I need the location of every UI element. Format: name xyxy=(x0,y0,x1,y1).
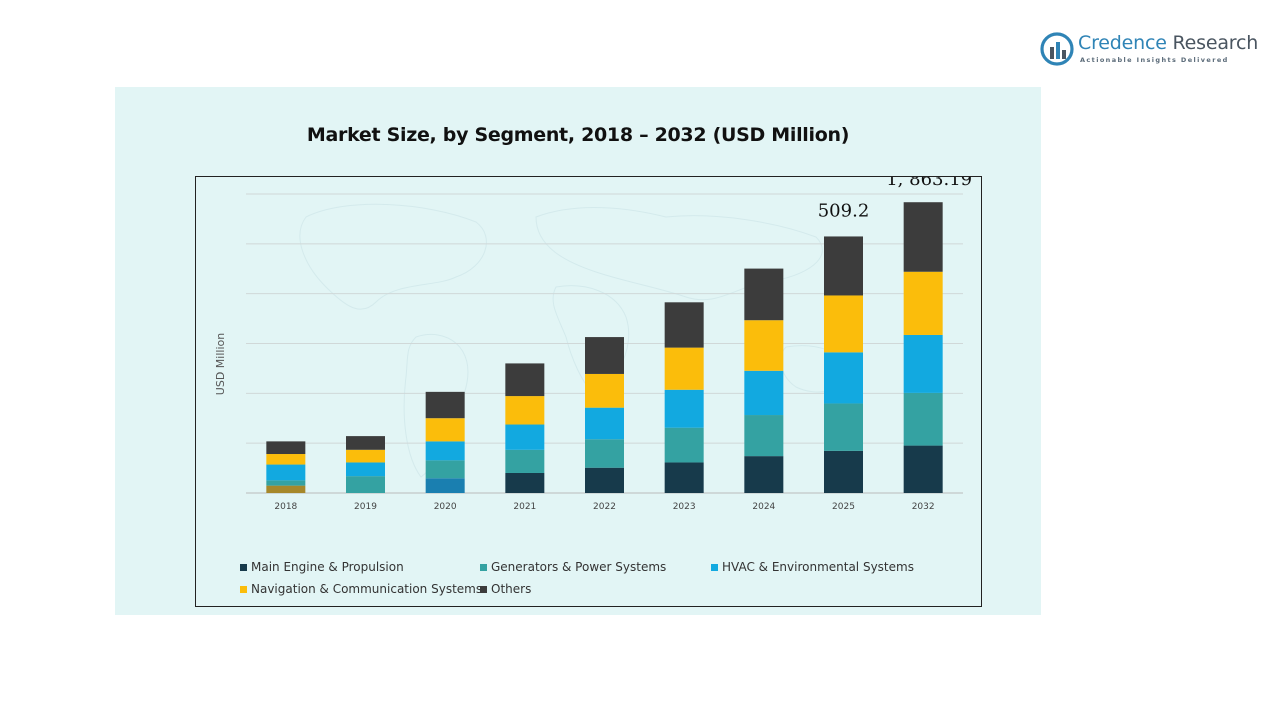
bar-segment-2021-hvac-environmental-systems xyxy=(505,424,545,450)
legend-item-navigation-communication-systems: Navigation & Communication Systems xyxy=(240,582,482,596)
bar-segment-2024-hvac-environmental-systems xyxy=(744,370,784,416)
x-tick-label: 2021 xyxy=(513,502,536,512)
bar-segment-2025-generators-power-systems xyxy=(824,403,863,451)
credence-logo-icon xyxy=(1040,32,1074,66)
brand-name-first: Credence xyxy=(1078,32,1167,54)
legend-label: Navigation & Communication Systems xyxy=(251,582,483,596)
x-tick-label: 2032 xyxy=(912,502,935,512)
x-tick-label: 2022 xyxy=(593,502,616,512)
bar-segment-2018-others xyxy=(266,441,306,455)
bar-segment-2023-generators-power-systems xyxy=(664,427,704,463)
bar-segment-2019-generators-power-systems xyxy=(346,476,385,493)
bar-segment-2024-others xyxy=(744,268,784,321)
bar-series xyxy=(266,202,943,493)
x-tick-label: 2023 xyxy=(673,502,696,512)
legend-label: HVAC & Environmental Systems xyxy=(722,560,914,574)
bar-segment-2032-hvac-environmental-systems xyxy=(903,334,943,393)
bar-segment-2025-navigation-communication-systems xyxy=(824,295,863,353)
x-tick-label: 2018 xyxy=(274,502,297,512)
legend-swatch xyxy=(240,563,247,571)
bar-segment-2023-main-engine-propulsion xyxy=(664,462,704,493)
bar-segment-2032-main-engine-propulsion xyxy=(903,445,943,493)
bar-segment-2023-navigation-communication-systems xyxy=(664,347,704,390)
chart-title: Market Size, by Segment, 2018 – 2032 (US… xyxy=(306,124,850,146)
bar-segment-2025-main-engine-propulsion xyxy=(824,450,863,493)
bar-segment-2032-generators-power-systems xyxy=(903,392,943,446)
bar-segment-2022-navigation-communication-systems xyxy=(585,373,624,408)
bar-segment-2019-hvac-environmental-systems xyxy=(346,462,385,477)
value-annotations: 509.2 1, 863.19 xyxy=(818,177,972,221)
y-axis-label: USD Million xyxy=(214,333,227,395)
brand-name-second: Research xyxy=(1166,32,1259,54)
bar-segment-2020-others xyxy=(425,391,465,419)
legend-item-others: Others xyxy=(480,582,531,596)
bar-segment-2025-hvac-environmental-systems xyxy=(824,352,863,404)
bar-segment-2022-main-engine-propulsion xyxy=(585,467,624,493)
legend-swatch xyxy=(480,585,487,593)
x-tick-label: 2019 xyxy=(354,502,377,512)
chart-panel: Market Size, by Segment, 2018 – 2032 (US… xyxy=(115,87,1041,615)
bar-segment-2018-navigation-communication-systems xyxy=(266,454,306,465)
bar-segment-2024-main-engine-propulsion xyxy=(744,456,784,493)
bar-segment-2032-others xyxy=(903,202,943,272)
bar-segment-2025-others xyxy=(824,236,863,296)
legend-swatch xyxy=(711,563,718,571)
x-tick-labels: 2018 2019 2020 2021 2022 2023 2024 2025 2032 xyxy=(274,502,934,512)
bar-segment-2023-others xyxy=(664,302,704,348)
legend-item-generators-power-systems: Generators & Power Systems xyxy=(480,560,666,574)
brand-tagline: Actionable Insights Delivered xyxy=(1080,56,1229,64)
bar-segment-2020-hvac-environmental-systems xyxy=(425,441,465,461)
bar-segment-2021-generators-power-systems xyxy=(505,449,545,473)
x-tick-label: 2020 xyxy=(434,502,457,512)
bar-segment-2019-others xyxy=(346,436,385,450)
legend-label: Others xyxy=(491,582,532,596)
bar-segment-2020-generators-power-systems xyxy=(425,460,465,479)
bar-segment-2022-hvac-environmental-systems xyxy=(585,407,624,440)
bar-segment-2021-main-engine-propulsion xyxy=(505,472,545,493)
brand-logo: Credence Research Actionable Insights De… xyxy=(1040,30,1258,70)
bar-segment-2018-main-engine-propulsion xyxy=(266,485,306,493)
bar-segment-2018-generators-power-systems xyxy=(266,480,306,486)
bar-segment-2022-others xyxy=(585,337,624,374)
value-annotation-2025: 509.2 xyxy=(818,200,870,221)
bar-segment-2024-navigation-communication-systems xyxy=(744,320,784,371)
bar-segment-2023-hvac-environmental-systems xyxy=(664,389,704,428)
legend-label: Main Engine & Propulsion xyxy=(251,560,404,574)
legend-item-main-engine-propulsion: Main Engine & Propulsion xyxy=(240,560,404,574)
bar-segment-2022-generators-power-systems xyxy=(585,439,624,468)
bar-chart: 2018 2019 2020 2021 2022 2023 2024 2025 2032 509… xyxy=(214,177,972,512)
bar-segment-2020-main-engine-propulsion xyxy=(425,478,465,493)
chart-frame: 2018 2019 2020 2021 2022 2023 2024 2025 2032 509… xyxy=(195,176,982,607)
bar-segment-2032-navigation-communication-systems xyxy=(903,271,943,335)
value-annotation-2032: 1, 863.19 xyxy=(886,177,972,190)
legend-label: Generators & Power Systems xyxy=(491,560,667,574)
bar-segment-2021-others xyxy=(505,363,545,397)
x-tick-label: 2025 xyxy=(832,502,855,512)
legend-swatch xyxy=(240,585,247,593)
bar-segment-2019-navigation-communication-systems xyxy=(346,449,385,463)
bar-segment-2020-navigation-communication-systems xyxy=(425,418,465,442)
bar-segment-2024-generators-power-systems xyxy=(744,415,784,457)
bar-segment-2021-navigation-communication-systems xyxy=(505,396,545,425)
legend-swatch xyxy=(480,563,487,571)
bar-segment-2018-hvac-environmental-systems xyxy=(266,464,306,481)
legend-item-hvac-environmental-systems: HVAC & Environmental Systems xyxy=(711,560,914,574)
brand-name: Credence Research xyxy=(1078,32,1258,54)
x-tick-label: 2024 xyxy=(752,502,775,512)
